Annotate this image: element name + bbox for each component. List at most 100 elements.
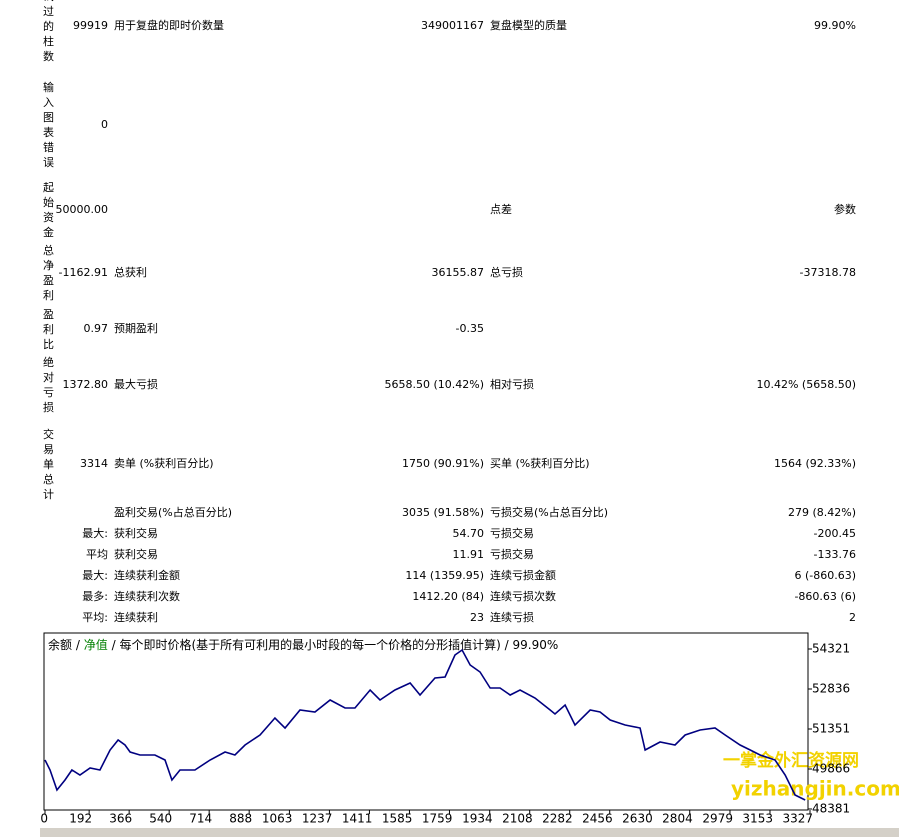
model-quality: 99.90% (513, 638, 559, 652)
field-value: 36155.87 (431, 266, 485, 279)
row-value: 50000.00 (55, 203, 109, 216)
x-tick-label: 1585 (382, 812, 413, 826)
field-value: -133.76 (813, 548, 856, 561)
field-value: 3035 (91.58%) (401, 506, 484, 519)
x-tick-label: 2282 (542, 812, 573, 826)
field-value: -200.45 (813, 527, 856, 540)
chart-header: 余额 / 净值 / 每个即时价格(基于所有可利用的最小时段的每一个价格的分形插值… (48, 637, 558, 652)
field-name: 用于复盘的即时价数量 (114, 19, 224, 32)
plot-frame (43, 632, 809, 811)
x-tick-label: 2630 (622, 812, 653, 826)
chart-subtitle: 每个即时价格(基于所有可利用的最小时段的每一个价格的分形插值计算) (119, 637, 500, 652)
field-value: 99.90% (814, 19, 856, 32)
field-name: 连续亏损金额 (490, 569, 556, 582)
field-value: 参数 (834, 203, 856, 216)
field-value: 23 (470, 611, 484, 624)
legend-equity: 净值 (84, 637, 108, 652)
legend-balance: 余额 (48, 637, 72, 652)
x-tick-label: 1237 (302, 812, 333, 826)
x-tick-label: 540 (149, 812, 172, 826)
separator: / (76, 638, 81, 652)
field-name: 连续获利金额 (114, 569, 180, 582)
field-value: 6 (-860.63) (794, 569, 856, 582)
field-value: 114 (1359.95) (405, 569, 484, 582)
x-tick-label: 2804 (662, 812, 693, 826)
separator: / (505, 638, 510, 652)
field-name: 盈利交易(%占总百分比) (114, 506, 233, 519)
field-name: 总亏损 (490, 266, 523, 279)
row-value: 1372.80 (62, 378, 109, 391)
field-value: -860.63 (6) (794, 590, 856, 603)
balance-line (44, 648, 806, 801)
field-name: 亏损交易 (490, 527, 534, 540)
field-value: 54.70 (452, 527, 485, 540)
x-tick-label: 3327 (782, 812, 813, 826)
row-value: 平均: (82, 611, 108, 624)
y-tick-label: 48381 (812, 802, 850, 816)
field-name: 获利交易 (114, 548, 158, 561)
x-tick-label: 192 (69, 812, 92, 826)
field-value: 2 (849, 611, 856, 624)
watermark: yizhangjin.com (731, 777, 899, 801)
x-tick-label: 2108 (502, 812, 533, 826)
row-label: 总净盈利 (43, 244, 54, 302)
field-value: 11.91 (452, 548, 485, 561)
row-label: 输入图表错误 (43, 81, 54, 169)
x-tick-label: 714 (189, 812, 212, 826)
row-value: 最大: (82, 569, 108, 582)
field-name: 卖单 (%获利百分比) (114, 457, 214, 470)
field-name: 连续获利次数 (114, 590, 180, 603)
field-name: 预期盈利 (114, 322, 158, 335)
field-name: 获利交易 (114, 527, 158, 540)
row-value: 0.97 (83, 322, 109, 335)
status-strip (40, 828, 899, 837)
field-value: 1750 (90.91%) (401, 457, 484, 470)
x-tick-label: 888 (229, 812, 252, 826)
field-value: -37318.78 (799, 266, 856, 279)
field-name: 总获利 (114, 266, 147, 279)
x-tick-label: 1934 (462, 812, 493, 826)
field-name: 复盘模型的质量 (490, 19, 567, 32)
field-value: 10.42% (5658.50) (756, 378, 856, 391)
field-name: 亏损交易 (490, 548, 534, 561)
x-tick-label: 2979 (702, 812, 733, 826)
y-tick-label: 49866 (812, 762, 850, 776)
row-value: 3314 (80, 457, 108, 470)
field-value: 349001167 (421, 19, 484, 32)
field-name: 点差 (490, 203, 512, 216)
field-value: 1564 (92.33%) (773, 457, 856, 470)
x-tick-label: 3153 (742, 812, 773, 826)
row-value: 99919 (73, 19, 108, 32)
field-name: 最大亏损 (114, 378, 158, 391)
y-tick-label: 54321 (812, 642, 850, 656)
field-value: 5658.50 (10.42%) (384, 378, 484, 391)
x-tick-label: 2456 (582, 812, 613, 826)
field-value: -0.35 (455, 322, 484, 335)
x-tick-label: 1063 (262, 812, 293, 826)
x-tick-label: 0 (40, 812, 48, 826)
row-value: -1162.91 (58, 266, 108, 279)
watermark: 一掌金外汇资源网 (723, 750, 859, 771)
separator: / (112, 638, 117, 652)
field-value: 1412.20 (84) (412, 590, 484, 603)
y-tick-label: 51351 (812, 722, 850, 736)
y-tick-label: 52836 (812, 682, 850, 696)
row-label: 盈利比 (43, 307, 54, 351)
x-tick-label: 1759 (422, 812, 453, 826)
row-label: 起始资金 (43, 181, 54, 239)
row-label: 试过的柱数 (43, 0, 54, 63)
row-value: 平均 (86, 548, 108, 561)
field-name: 连续获利 (114, 611, 158, 624)
field-name: 相对亏损 (490, 378, 534, 391)
field-name: 买单 (%获利百分比) (490, 457, 590, 470)
row-label: 交易单总计 (43, 427, 54, 501)
x-tick-label: 366 (109, 812, 132, 826)
field-name: 连续亏损次数 (490, 590, 556, 603)
row-value: 最多: (82, 590, 108, 603)
field-value: 279 (8.42%) (787, 506, 856, 519)
x-tick-label: 1411 (342, 812, 373, 826)
row-value: 0 (101, 118, 108, 131)
field-name: 亏损交易(%占总百分比) (490, 506, 609, 519)
